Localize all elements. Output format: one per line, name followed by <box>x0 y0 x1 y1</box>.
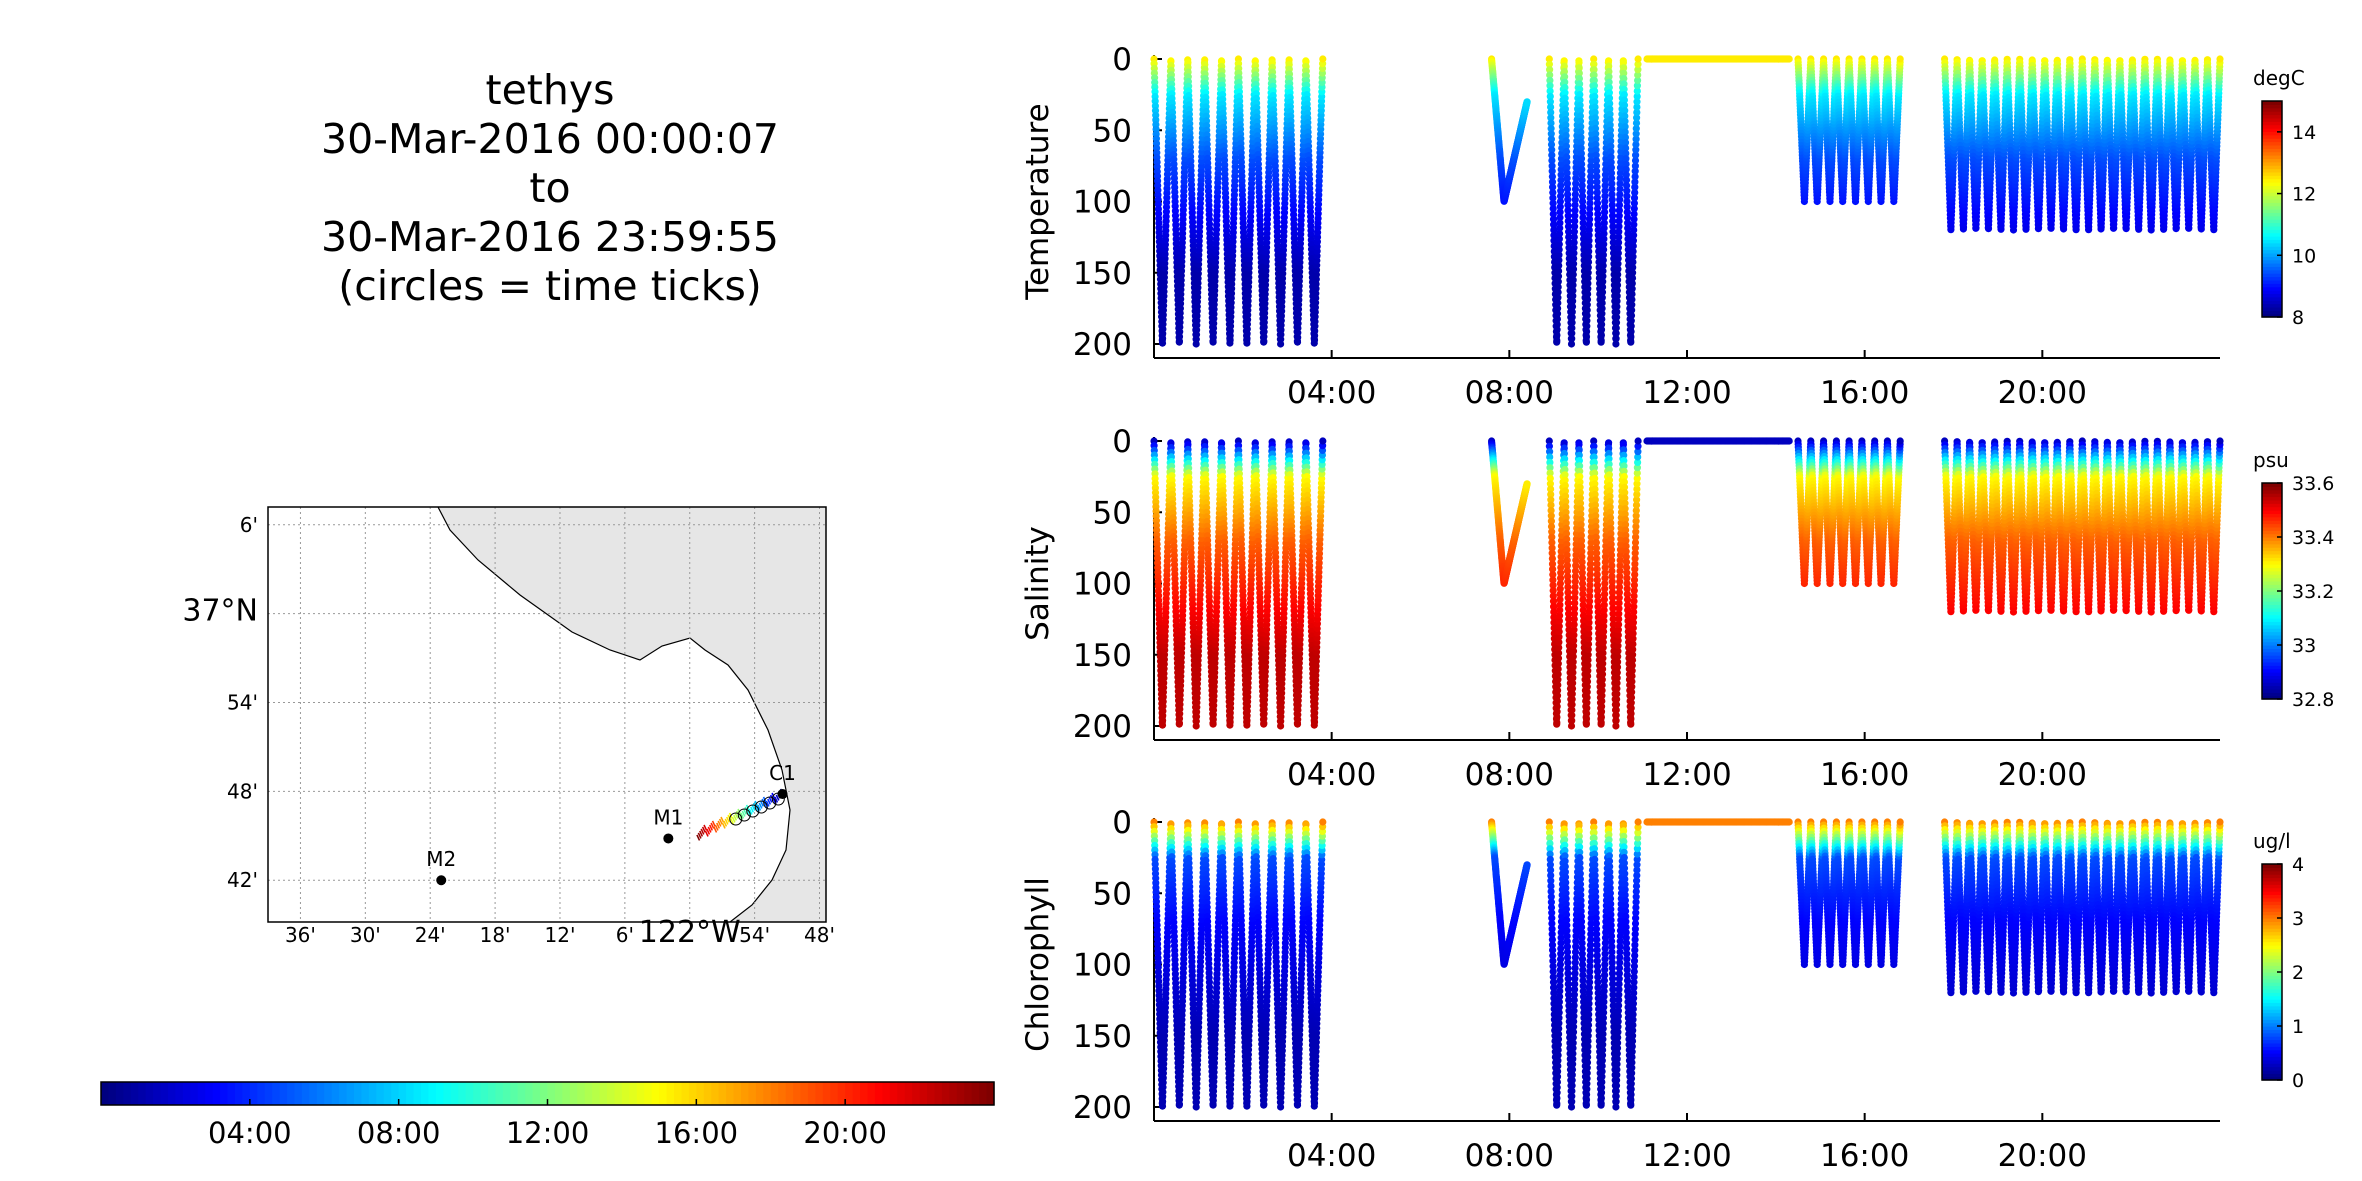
x-tick-label: 16:00 <box>1820 375 1909 411</box>
data-point <box>2216 55 2223 62</box>
x-tick-label: 20:00 <box>1998 375 2087 411</box>
data-points <box>1150 55 2223 347</box>
data-point <box>1897 55 1904 62</box>
y-tick-label: 50 <box>1093 113 1132 149</box>
y-tick-label: 200 <box>1073 327 1132 363</box>
y-axis-label: Temperature <box>1020 103 1056 300</box>
x-tick-label: 08:00 <box>1465 375 1554 411</box>
data-point <box>1319 55 1326 62</box>
figure-canvas: 0 50 100 150 200 04:00 08:00 12:00 16:00 20:00 Tem… <box>0 0 2362 1181</box>
data-point <box>1524 98 1531 105</box>
y-tick-label: 100 <box>1073 185 1132 221</box>
x-tick-label: 12:00 <box>1642 375 1731 411</box>
y-tick-label: 0 <box>1112 42 1132 78</box>
data-point <box>1635 55 1642 62</box>
x-tick-label: 04:00 <box>1287 375 1376 411</box>
y-tick-label: 150 <box>1073 256 1132 292</box>
panel-temperature: 0 50 100 150 200 04:00 08:00 12:00 16:00 20:00 Tem… <box>1020 42 2316 411</box>
